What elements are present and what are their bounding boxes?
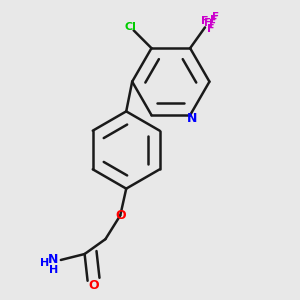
Text: F: F	[210, 15, 218, 25]
Text: H: H	[40, 258, 49, 268]
Text: O: O	[115, 209, 126, 222]
Text: N: N	[48, 254, 59, 266]
Text: F: F	[207, 24, 215, 34]
Text: F: F	[212, 12, 219, 22]
Text: F: F	[201, 16, 209, 26]
Text: F: F	[209, 20, 216, 29]
Text: Cl: Cl	[125, 22, 136, 32]
Text: O: O	[88, 279, 99, 292]
Text: H: H	[49, 266, 58, 275]
Text: F: F	[204, 18, 211, 28]
Text: N: N	[186, 112, 197, 124]
